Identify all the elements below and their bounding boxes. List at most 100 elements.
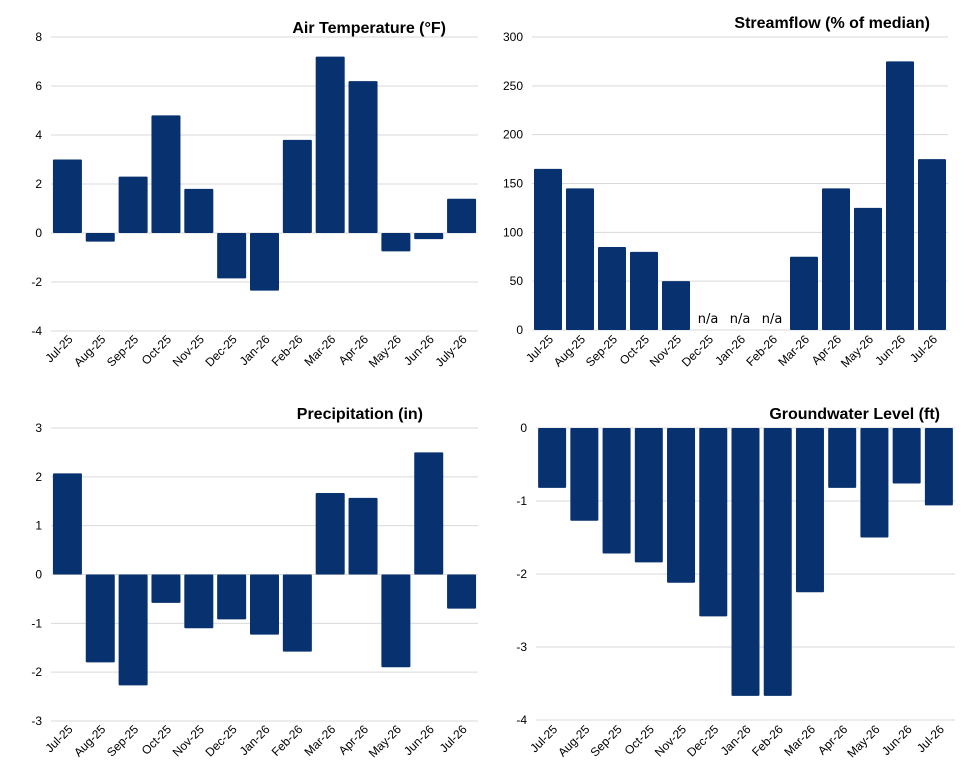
- bar-groundwater: [538, 428, 567, 488]
- data-label: n/a: [762, 312, 783, 327]
- bar-groundwater: [795, 428, 824, 593]
- x-tick-label: Aug-25: [555, 722, 592, 759]
- bar-precipitation: [315, 492, 345, 575]
- bar-air-temperature: [315, 56, 345, 233]
- x-tick-label: Jan-26: [237, 332, 273, 368]
- bar-air-temperature: [381, 233, 411, 252]
- x-tick-label: Mar-26: [781, 722, 818, 759]
- x-tick-label: Sep-25: [104, 332, 141, 369]
- x-tick-label: Oct-25: [617, 332, 653, 368]
- x-tick-label: Dec-25: [679, 332, 716, 369]
- data-label: n/a: [698, 312, 719, 327]
- x-tick-label: Mar-26: [302, 722, 339, 759]
- bar-air-temperature: [184, 188, 214, 233]
- x-tick-label: Feb-26: [269, 332, 306, 369]
- chart-groundwater-level: -4-3-2-10Jul-25Aug-25Sep-25Oct-25Nov-25D…: [516, 406, 955, 760]
- y-tick-label: -2: [31, 665, 42, 679]
- y-tick-label: 4: [35, 128, 42, 142]
- y-tick-label: 6: [35, 79, 42, 93]
- y-tick-label: 2: [35, 470, 42, 484]
- y-tick-label: 8: [35, 30, 42, 44]
- bar-precipitation: [348, 497, 378, 575]
- x-tick-label: Nov-25: [652, 722, 689, 759]
- bar-groundwater: [763, 428, 792, 696]
- chart-title-precipitation: Precipitation (in): [297, 406, 423, 423]
- y-tick-label: 1: [35, 519, 42, 533]
- chart-streamflow: 050100150200250300Jul-25Aug-25Sep-25Oct-…: [503, 15, 948, 370]
- y-tick-label: 0: [516, 323, 523, 337]
- x-tick-label: May-26: [844, 722, 882, 760]
- x-tick-label: Jul-26: [907, 332, 940, 365]
- bar-precipitation: [381, 574, 411, 668]
- chart-title-streamflow: Streamflow (% of median): [734, 15, 930, 32]
- y-tick-label: -4: [31, 324, 42, 338]
- x-tick-label: Apr-26: [336, 722, 372, 758]
- y-tick-label: -1: [516, 494, 527, 508]
- bar-streamflow: [534, 168, 562, 330]
- y-tick-label: 2: [35, 177, 42, 191]
- bar-streamflow: [566, 188, 594, 330]
- x-tick-label: Jan-26: [712, 332, 748, 368]
- bar-air-temperature: [414, 233, 444, 240]
- bar-streamflow: [886, 61, 914, 331]
- x-tick-label: May-26: [366, 722, 404, 760]
- y-tick-label: 0: [35, 226, 42, 240]
- y-tick-label: -3: [516, 640, 527, 654]
- chart-title-groundwater-level: Groundwater Level (ft): [769, 406, 940, 423]
- x-tick-label: Aug-25: [71, 332, 108, 369]
- x-tick-label: Jul-26: [437, 722, 470, 755]
- y-tick-label: 300: [503, 30, 523, 44]
- x-tick-label: Sep-25: [583, 332, 620, 369]
- y-tick-label: -3: [31, 714, 42, 728]
- bar-precipitation: [250, 574, 279, 635]
- bar-groundwater: [667, 428, 696, 583]
- bar-streamflow: [854, 207, 882, 330]
- data-label: n/a: [730, 312, 751, 327]
- bar-precipitation: [151, 574, 181, 603]
- x-tick-label: Nov-25: [170, 722, 207, 759]
- bar-precipitation: [85, 574, 115, 663]
- y-tick-label: 150: [503, 177, 523, 191]
- y-tick-label: -1: [31, 616, 42, 630]
- chart-air-temperature: -4-202468Jul-25Aug-25Sep-25Oct-25Nov-25D…: [31, 20, 478, 370]
- chart-title-air-temperature: Air Temperature (°F): [292, 20, 446, 37]
- bar-groundwater: [570, 428, 599, 521]
- x-tick-label: Sep-25: [587, 722, 624, 759]
- bar-air-temperature: [282, 139, 312, 233]
- x-tick-label: Jan-26: [718, 722, 754, 758]
- x-tick-label: Jun-26: [872, 332, 908, 368]
- bar-precipitation: [184, 574, 214, 629]
- bar-streamflow: [918, 159, 946, 330]
- y-tick-label: -2: [516, 567, 527, 581]
- bar-precipitation: [414, 452, 444, 575]
- bar-groundwater: [924, 428, 953, 506]
- x-tick-label: Nov-25: [170, 332, 207, 369]
- x-tick-label: Sep-25: [104, 722, 141, 759]
- bar-streamflow: [790, 256, 818, 330]
- y-tick-label: 0: [35, 568, 42, 582]
- bar-precipitation: [447, 574, 477, 609]
- bar-streamflow: [662, 281, 690, 330]
- bar-groundwater: [602, 428, 631, 554]
- bar-groundwater: [699, 428, 728, 617]
- x-tick-label: Dec-25: [203, 722, 240, 759]
- x-tick-label: Feb-26: [269, 722, 306, 759]
- x-tick-label: Oct-25: [622, 722, 658, 758]
- bar-air-temperature: [52, 159, 82, 233]
- bar-streamflow: [822, 188, 850, 330]
- y-tick-label: 100: [503, 225, 523, 239]
- x-tick-label: Dec-25: [203, 332, 240, 369]
- x-tick-label: Dec-25: [684, 722, 721, 759]
- x-tick-label: May-26: [838, 332, 876, 370]
- x-tick-label: Jan-26: [237, 722, 273, 758]
- bar-air-temperature: [447, 198, 477, 233]
- y-tick-label: 250: [503, 79, 523, 93]
- bar-air-temperature: [250, 233, 279, 291]
- x-tick-label: Feb-26: [749, 722, 786, 759]
- y-tick-label: -2: [31, 275, 42, 289]
- bar-groundwater: [892, 428, 921, 484]
- bar-groundwater: [860, 428, 889, 538]
- x-tick-label: Mar-26: [775, 332, 812, 369]
- x-tick-label: Feb-26: [743, 332, 780, 369]
- y-tick-label: 0: [520, 421, 527, 435]
